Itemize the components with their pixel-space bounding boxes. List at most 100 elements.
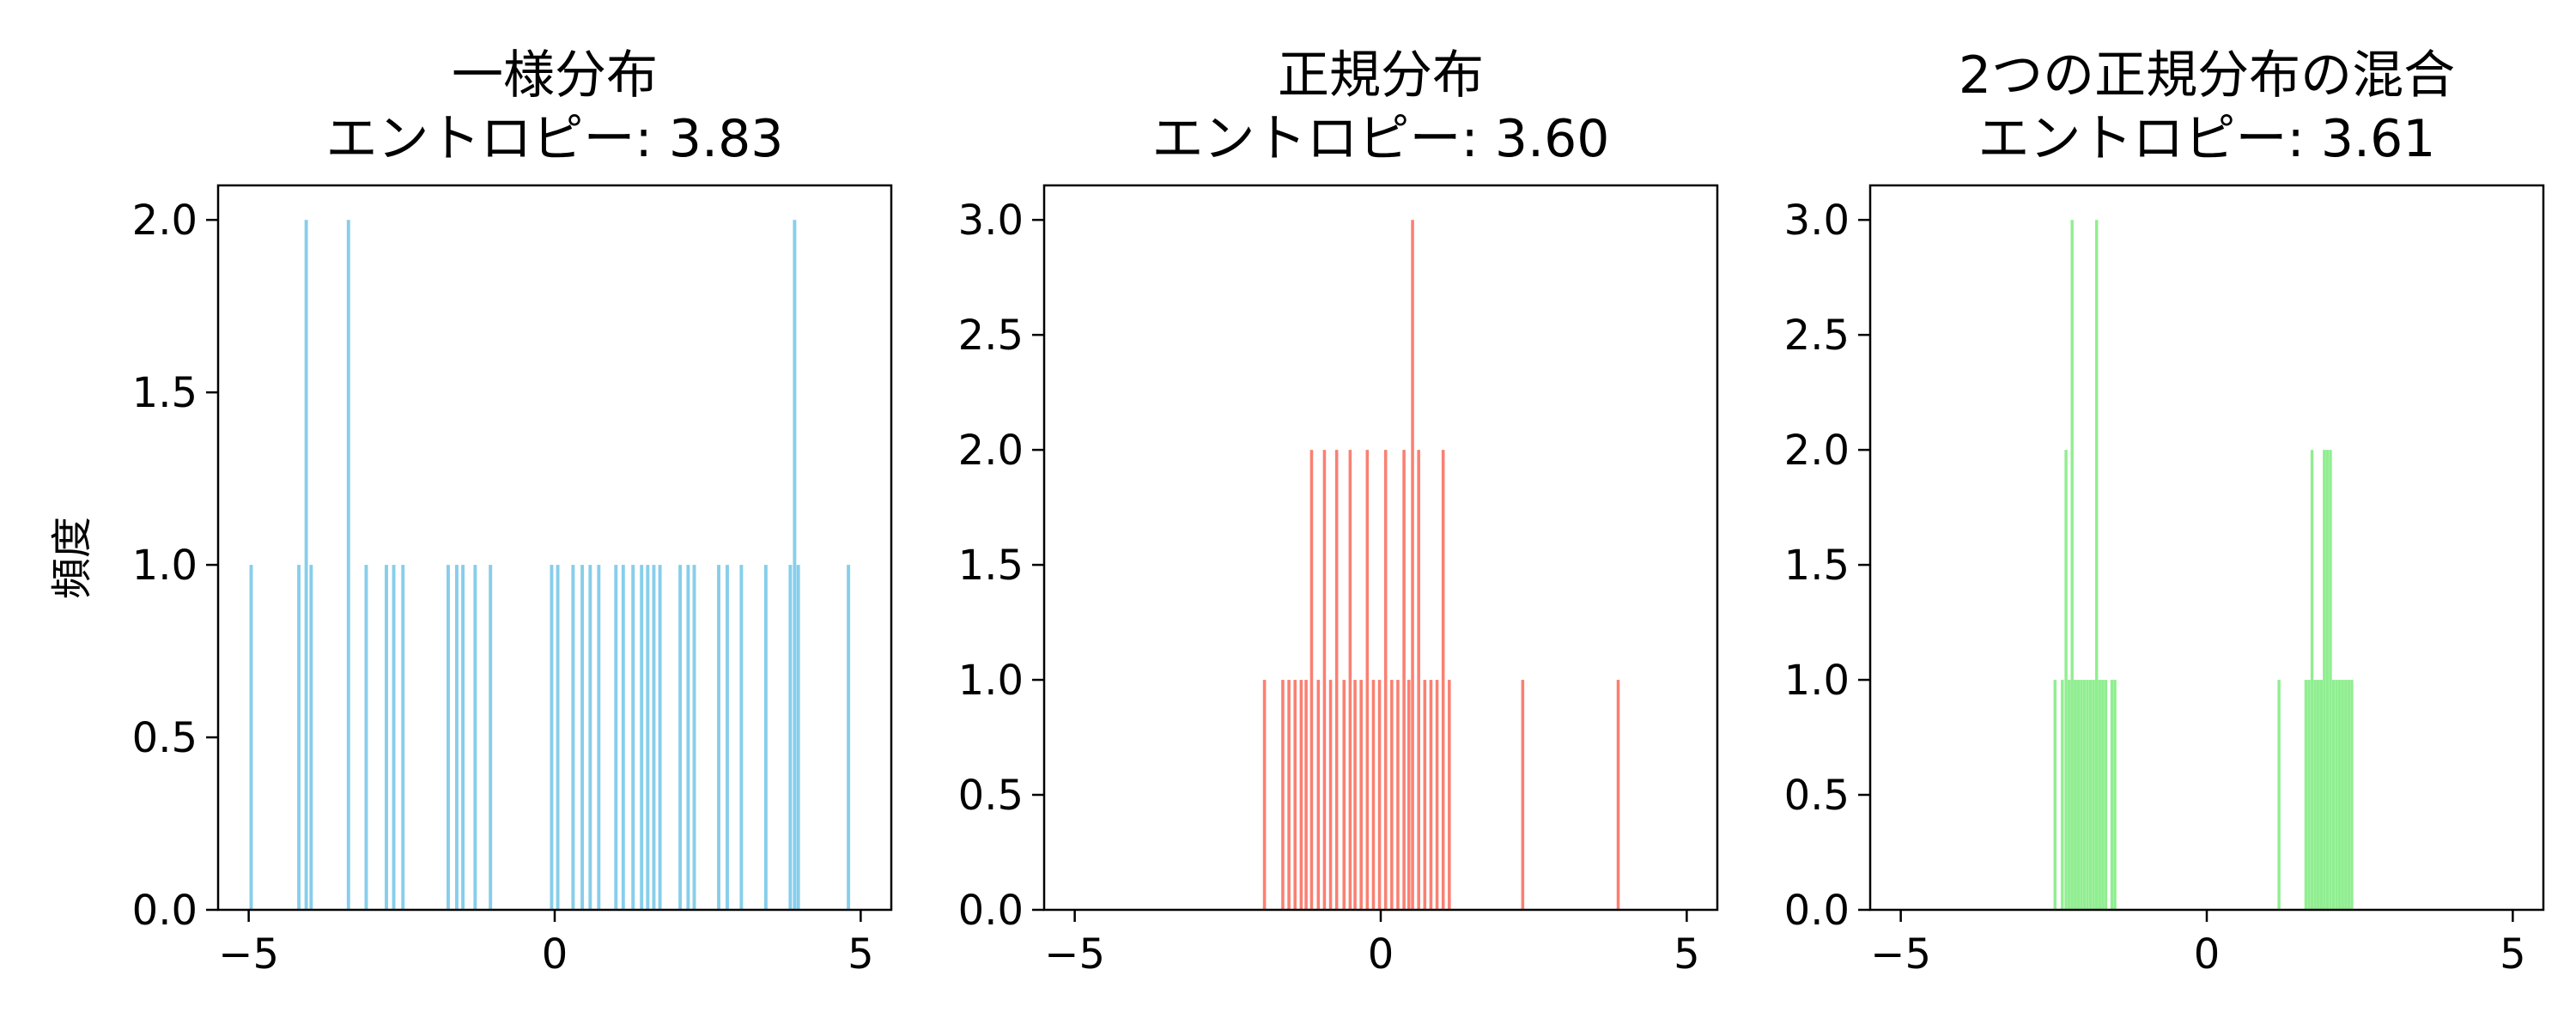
histogram-bar: [796, 565, 800, 910]
chart-title-line2: エントロピー: 3.60: [1152, 109, 1610, 169]
histogram-bar: [847, 565, 851, 910]
histogram-bar: [2082, 680, 2087, 910]
histogram-bar: [1328, 680, 1333, 910]
y-tick-label: 0.0: [132, 887, 197, 935]
histogram-bar: [2113, 680, 2117, 910]
histogram-bar: [1429, 680, 1433, 910]
chart-panel-uniform: 一様分布 エントロピー: 3.83 頻度 −5 0 5 0.0 0.5 1.0 1.5 2.…: [48, 45, 893, 978]
histogram-bar: [1348, 450, 1352, 910]
y-tick-label: 1.5: [132, 369, 197, 417]
histogram-bar: [346, 220, 350, 910]
histogram-bar: [2331, 680, 2336, 910]
y-tick-label: 3.0: [1784, 197, 1850, 245]
histogram-bar: [2080, 680, 2083, 910]
histogram-bar: [2088, 680, 2093, 910]
histogram-bar: [364, 565, 368, 910]
histogram-bar: [2350, 680, 2354, 910]
histogram-bar: [1334, 450, 1339, 910]
histogram-bar: [2061, 680, 2064, 910]
chart-title-line1: 正規分布: [1278, 45, 1484, 106]
histogram-bar: [2092, 680, 2095, 910]
histogram-bar: [1390, 680, 1394, 910]
x-tick-label: 5: [2500, 930, 2526, 978]
histogram-bar: [2317, 680, 2320, 910]
x-axis-ticks: −5 0 5: [218, 910, 874, 978]
histogram-bar: [621, 565, 625, 910]
histogram-bar: [401, 565, 405, 910]
histogram-bar: [726, 565, 729, 910]
y-tick-label: 0.5: [132, 714, 197, 762]
bars-group: [1074, 220, 1687, 911]
histogram-bar: [2313, 680, 2317, 910]
histogram-bar: [658, 565, 662, 910]
y-tick-label: 2.0: [958, 427, 1024, 475]
histogram-bar: [1309, 450, 1314, 910]
y-axis-label: 頻度: [48, 517, 96, 599]
histogram-bar: [2094, 220, 2099, 910]
y-tick-label: 2.0: [1784, 427, 1850, 475]
histogram-bar: [580, 565, 585, 910]
histogram-bar: [385, 565, 388, 910]
histogram-bar: [1396, 680, 1400, 910]
histogram-bar: [1417, 450, 1420, 910]
histogram-bar: [678, 565, 683, 910]
histogram-bar: [550, 565, 554, 910]
y-tick-label: 2.0: [132, 197, 197, 245]
histogram-bar: [392, 565, 396, 910]
histogram-bar: [1435, 680, 1439, 910]
histogram-bar: [646, 565, 650, 910]
y-tick-label: 2.5: [1784, 312, 1850, 360]
histogram-bar: [1359, 680, 1363, 910]
histogram-bar: [1402, 450, 1406, 910]
histogram-bar: [588, 565, 592, 910]
y-axis-ticks: 0.0 0.5 1.0 1.5 2.0: [132, 197, 218, 935]
histogram-bar: [739, 565, 744, 910]
histogram-bar: [2086, 680, 2089, 910]
histogram-bar: [1365, 450, 1370, 910]
histogram-bar: [2277, 680, 2281, 910]
histogram-bar: [1448, 680, 1451, 910]
x-axis-ticks: −5 0 5: [1870, 910, 2526, 978]
histogram-bar: [2304, 680, 2308, 910]
histogram-bar: [692, 565, 696, 910]
histogram-bar: [2347, 680, 2351, 910]
histogram-bar: [2307, 680, 2311, 910]
histogram-bar: [614, 565, 618, 910]
histogram-bar: [640, 565, 644, 910]
histogram-bar: [1383, 450, 1388, 910]
histogram-bar: [249, 565, 253, 910]
y-tick-label: 0.5: [958, 772, 1024, 820]
histogram-bar: [1411, 220, 1414, 910]
chart-title-line1: 一様分布: [452, 45, 658, 106]
y-tick-label: 1.5: [958, 542, 1024, 590]
histogram-bar: [2310, 450, 2314, 910]
histogram-bar: [793, 220, 797, 910]
histogram-bar: [473, 565, 477, 910]
chart-panel-mixture: 2つの正規分布の混合 エントロピー: 3.61 −5 0 5 0.0 0.5 1.0 1.…: [1784, 45, 2545, 978]
y-tick-label: 1.0: [132, 542, 197, 590]
x-tick-label: 0: [2194, 930, 2221, 978]
histogram-bar: [1322, 450, 1327, 910]
histogram-bar: [2067, 680, 2071, 910]
x-tick-label: 5: [1674, 930, 1700, 978]
histogram-bar: [597, 565, 601, 910]
x-tick-label: 5: [848, 930, 874, 978]
x-axis-ticks: −5 0 5: [1044, 910, 1700, 978]
histogram-bar: [2098, 680, 2101, 910]
histogram-bar: [763, 565, 768, 910]
y-axis-ticks: 0.0 0.5 1.0 1.5 2.0 2.5 3.0: [958, 197, 1044, 935]
histogram-bar: [1616, 680, 1620, 910]
y-tick-label: 1.0: [1784, 657, 1850, 705]
x-tick-label: 0: [1368, 930, 1394, 978]
histogram-bar: [2337, 680, 2342, 910]
chart-title-line2: エントロピー: 3.83: [326, 109, 784, 169]
histogram-bar: [2104, 680, 2108, 910]
histogram-bar: [1441, 450, 1445, 910]
histogram-bar: [1521, 680, 1525, 910]
histogram-bar: [571, 565, 575, 910]
histogram-bar: [686, 565, 690, 910]
y-axis-ticks: 0.0 0.5 1.0 1.5 2.0 2.5 3.0: [1784, 197, 1870, 935]
y-tick-label: 2.5: [958, 312, 1024, 360]
bars-group: [1900, 220, 2513, 911]
